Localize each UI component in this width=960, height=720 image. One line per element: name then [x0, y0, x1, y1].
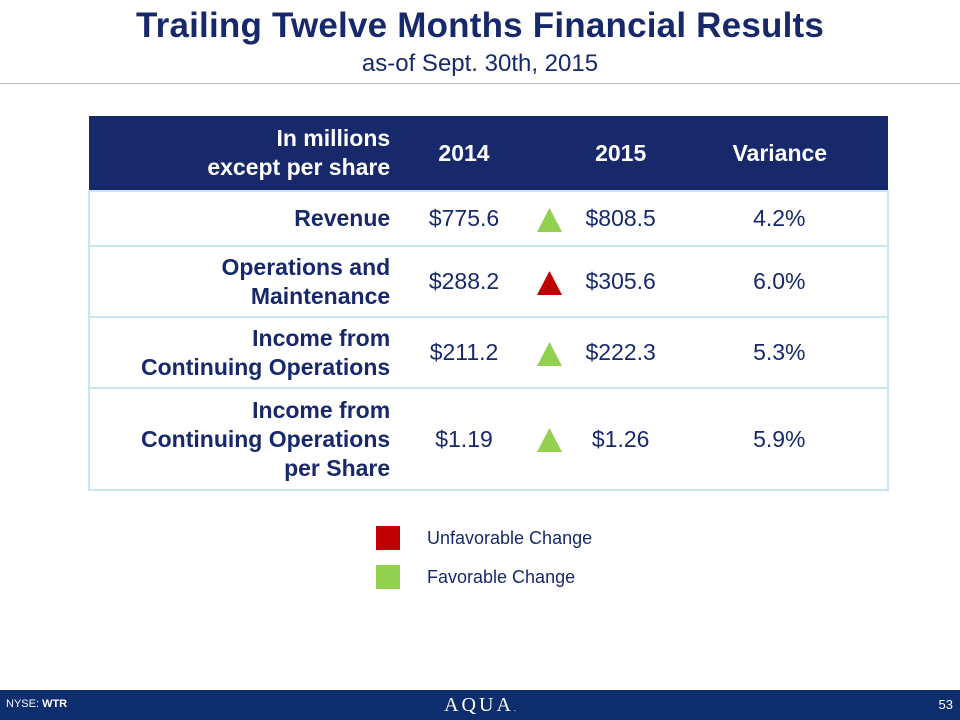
aqua-logo: AQUA. — [444, 694, 516, 716]
value-variance: 5.9% — [671, 387, 888, 490]
row-label-line2: Continuing Operations — [141, 353, 391, 380]
value-2015: $808.5 — [569, 190, 672, 246]
legend-unfavorable: Unfavorable Change — [376, 526, 592, 550]
header-variance: Variance — [671, 116, 888, 191]
table-row-income: Income from Continuing Operations $211.2… — [89, 316, 888, 388]
value-2015: $305.6 — [569, 245, 672, 317]
row-label: Revenue — [89, 190, 399, 246]
value-2015: $1.26 — [569, 387, 672, 490]
row-label-line1: Revenue — [294, 205, 391, 231]
change-indicator-cell — [529, 245, 570, 317]
row-label-line1: Operations and — [221, 253, 391, 280]
change-indicator-cell — [529, 387, 570, 490]
favorable-swatch — [376, 565, 400, 589]
row-label-line2: Maintenance — [250, 282, 391, 309]
change-indicator-cell — [529, 316, 570, 388]
triangle-up-icon — [537, 341, 563, 366]
row-label-line2: Continuing Operations — [141, 425, 391, 452]
change-indicator-cell — [529, 190, 570, 246]
exchange-prefix: NYSE: — [6, 698, 40, 710]
value-variance: 6.0% — [671, 245, 888, 317]
header-label-line2: except per share — [207, 154, 391, 180]
value-2015: $222.3 — [569, 316, 672, 388]
value-2014: $211.2 — [398, 316, 530, 388]
header-2015: 2015 — [569, 116, 672, 191]
ticker-symbol: WTR — [42, 698, 68, 710]
title-divider — [0, 83, 960, 84]
value-2014: $1.19 — [398, 387, 530, 490]
logo-text: AQUA — [444, 694, 514, 716]
triangle-up-icon — [537, 207, 563, 232]
row-label-line3: per Share — [284, 454, 391, 481]
row-label-line1: Income from — [252, 324, 391, 351]
value-variance: 4.2% — [671, 190, 888, 246]
table-row-revenue: Revenue $775.6 $808.5 4.2% — [89, 190, 888, 246]
page-number: 53 — [938, 697, 953, 712]
financial-results-table: In millions except per share 2014 2015 V… — [88, 116, 889, 491]
value-2014: $288.2 — [398, 245, 530, 317]
header-2014: 2014 — [398, 116, 530, 191]
row-label-line1: Income from — [252, 396, 391, 423]
page-title: Trailing Twelve Months Financial Results — [135, 6, 825, 45]
value-2014: $775.6 — [398, 190, 530, 246]
row-label: Income from Continuing Operations per Sh… — [89, 387, 399, 490]
unfavorable-swatch — [376, 526, 400, 550]
footer-bar: NYSE: WTR AQUA. 53 — [0, 690, 960, 720]
page-subtitle: as-of Sept. 30th, 2015 — [361, 50, 599, 77]
triangle-up-icon — [537, 428, 563, 453]
table-row-income-per-share: Income from Continuing Operations per Sh… — [89, 387, 888, 490]
row-label: Operations and Maintenance — [89, 245, 399, 317]
header-label-line1: In millions — [276, 125, 391, 151]
header-indicator-spacer — [529, 116, 570, 191]
row-label: Income from Continuing Operations — [89, 316, 399, 388]
ticker-label: NYSE: WTR — [6, 698, 67, 710]
legend-favorable-label: Favorable Change — [427, 566, 576, 587]
legend-favorable: Favorable Change — [376, 565, 575, 589]
value-variance: 5.3% — [671, 316, 888, 388]
table-header-row: In millions except per share 2014 2015 V… — [89, 116, 888, 191]
header-label-cell: In millions except per share — [89, 116, 399, 191]
table-row-operations: Operations and Maintenance $288.2 $305.6… — [89, 245, 888, 317]
triangle-up-icon — [537, 270, 563, 295]
legend-unfavorable-label: Unfavorable Change — [427, 527, 593, 548]
